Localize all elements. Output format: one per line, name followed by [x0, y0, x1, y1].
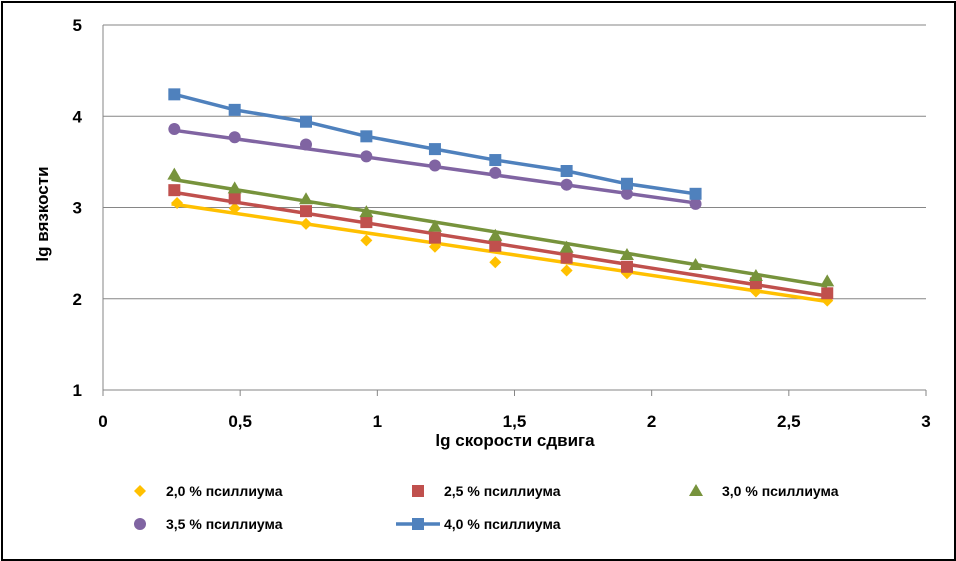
series-3-0 — [167, 167, 835, 288]
data-point — [489, 154, 502, 167]
x-tick-label: 2 — [647, 412, 656, 431]
data-point — [168, 123, 181, 136]
data-point — [300, 115, 313, 128]
legend-label: 3,5 % псиллиума — [166, 516, 283, 532]
legend-label: 3,0 % псиллиума — [722, 483, 839, 499]
y-tick-label: 2 — [73, 290, 82, 309]
data-point — [489, 239, 502, 252]
data-point — [489, 166, 502, 179]
data-point — [168, 184, 181, 197]
data-point — [360, 234, 373, 247]
data-point — [428, 159, 441, 172]
data-point — [360, 216, 373, 229]
series-2-0 — [171, 196, 834, 307]
legend: 2,0 % псиллиума 2,5 % псиллиума 3,0 % псил… — [134, 483, 839, 532]
y-axis-title: lg вязкости — [33, 166, 52, 261]
x-tick-label: 3 — [921, 412, 930, 431]
legend-label: 2,0 % псиллиума — [166, 483, 283, 499]
data-point — [820, 274, 835, 287]
legend-item-3-5: 3,5 % псиллиума — [134, 516, 283, 532]
x-tick-label: 0 — [98, 412, 107, 431]
grid — [103, 24, 926, 300]
data-point — [620, 260, 633, 273]
x-tick-label: 2,5 — [777, 412, 801, 431]
data-point — [227, 181, 242, 194]
data-point — [428, 143, 441, 156]
data-point — [619, 247, 634, 260]
legend-marker — [134, 518, 146, 530]
legend-item-2-5: 2,5 % псиллиума — [412, 483, 561, 499]
y-tick-label: 3 — [73, 199, 82, 218]
trend-line — [171, 202, 828, 304]
data-point — [560, 251, 573, 264]
data-point — [299, 192, 314, 205]
y-tick-label: 1 — [73, 381, 82, 400]
legend-marker — [134, 485, 146, 497]
data-point — [228, 192, 241, 205]
legend-label: 4,0 % псиллиума — [444, 516, 561, 532]
legend-item-4-0: 4,0 % псиллиума — [396, 516, 561, 532]
data-point — [171, 196, 184, 209]
data-point — [168, 88, 181, 101]
trend-line — [171, 177, 828, 288]
legend-item-3-0: 3,0 % псиллиума — [689, 483, 839, 499]
data-point — [300, 205, 313, 218]
legend-label: 2,5 % псиллиума — [444, 483, 561, 499]
data-point — [228, 202, 241, 215]
data-point — [427, 219, 442, 232]
x-axis-title: lg скорости сдвига — [435, 431, 595, 450]
data-point — [559, 240, 574, 253]
data-point — [560, 178, 573, 191]
data-point — [228, 103, 241, 116]
series-2-5 — [168, 184, 834, 300]
data-point — [428, 231, 441, 244]
data-point — [689, 187, 702, 200]
legend-item-2-0: 2,0 % псиллиума — [134, 483, 283, 499]
data-point — [489, 256, 502, 269]
data-point — [620, 187, 633, 200]
data-point — [821, 287, 834, 300]
series-layer — [167, 88, 835, 307]
data-point — [300, 217, 313, 230]
series-4-0 — [168, 88, 702, 200]
data-point — [620, 177, 633, 190]
legend-marker — [412, 518, 424, 530]
tick-labels: 1 2 3 4 5 0 0,5 1 1,5 2 2,5 3 — [73, 16, 931, 431]
axes — [102, 25, 927, 396]
data-point — [360, 130, 373, 143]
data-point — [560, 264, 573, 277]
data-point — [560, 165, 573, 177]
y-tick-label: 5 — [73, 16, 82, 35]
legend-marker — [689, 484, 703, 496]
y-tick-label: 4 — [73, 107, 83, 126]
x-tick-label: 1,5 — [503, 412, 527, 431]
x-tick-label: 1 — [373, 412, 382, 431]
data-point — [167, 167, 182, 180]
x-tick-label: 0,5 — [228, 412, 252, 431]
data-point — [359, 205, 374, 218]
data-point — [228, 131, 241, 144]
series-3-5 — [168, 123, 702, 210]
data-point — [748, 268, 763, 281]
legend-marker — [412, 485, 424, 497]
data-point — [300, 138, 313, 151]
data-point — [360, 150, 373, 163]
data-point — [689, 197, 702, 210]
data-point — [688, 257, 703, 270]
data-point — [428, 240, 441, 253]
data-point — [488, 228, 503, 241]
